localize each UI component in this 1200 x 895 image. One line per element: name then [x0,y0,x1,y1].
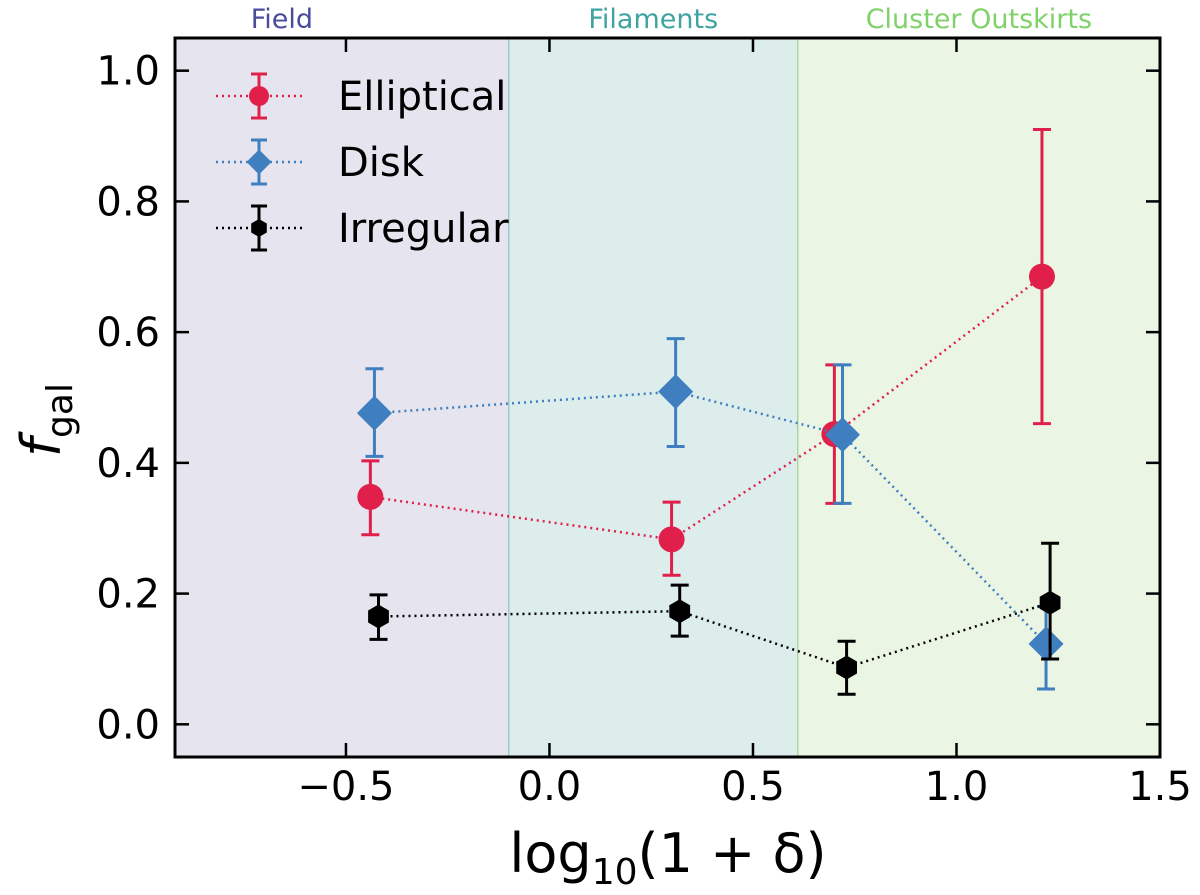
series-layer [356,128,1064,696]
plot-frame [173,36,1162,759]
x-tick-label: 1.0 [925,764,989,810]
data-point [356,395,392,431]
y-tick-label: 1.0 [96,49,160,95]
data-point [1039,590,1061,615]
x-tick-label: 0.5 [721,764,785,810]
legend-entry-elliptical: Elliptical [216,72,506,120]
data-point [1028,263,1055,290]
data-point [658,526,685,553]
data-point [368,604,389,629]
region-label-0: Field [251,4,313,35]
legend-entry-irregular: Irregular [216,204,509,252]
series-irregular [368,541,1061,696]
data-point [1028,626,1064,662]
background-regions [175,38,1160,757]
x-tick-label: 0.0 [518,764,582,810]
series-line [378,601,1051,669]
legend: Elliptical Disk Irregular [216,72,509,252]
y-tick-label: 0.6 [96,310,160,356]
y-tick-label: 0.0 [96,702,160,748]
y-tick-label: 0.4 [96,441,160,487]
y-tick-label: 0.8 [96,179,160,225]
legend-marker [249,86,269,106]
region-labels: Field Filaments Cluster Outskirts [251,4,1092,35]
legend-label: Disk [338,140,425,186]
y-tick-label: 0.2 [96,572,160,618]
region-label-1: Filaments [588,4,718,35]
data-point [669,599,691,624]
legend-label: Irregular [338,206,509,252]
x-tick-label: 1.5 [1128,764,1192,810]
y-axis-label: fgal [10,383,81,457]
legend-marker [251,219,267,237]
legend-marker [246,149,272,175]
x-tick-label: −0.5 [297,764,394,810]
axes: −0.5 0.0 0.5 1.0 1.5 0.0 0.2 0.4 0.6 0.8 1.0 [96,36,1192,810]
data-point [836,655,857,680]
data-point [357,483,384,510]
data-point [658,374,694,410]
series-disk [356,337,1064,691]
region-1 [508,38,798,757]
region-label-2: Cluster Outskirts [866,4,1092,35]
region-2 [797,38,1160,757]
x-axis-label: log10(1 + δ) [509,822,826,893]
legend-label: Elliptical [338,74,506,120]
series-line [374,390,1047,645]
region-0 [175,38,509,757]
data-point [825,417,861,453]
legend-entry-disk: Disk [216,138,425,186]
